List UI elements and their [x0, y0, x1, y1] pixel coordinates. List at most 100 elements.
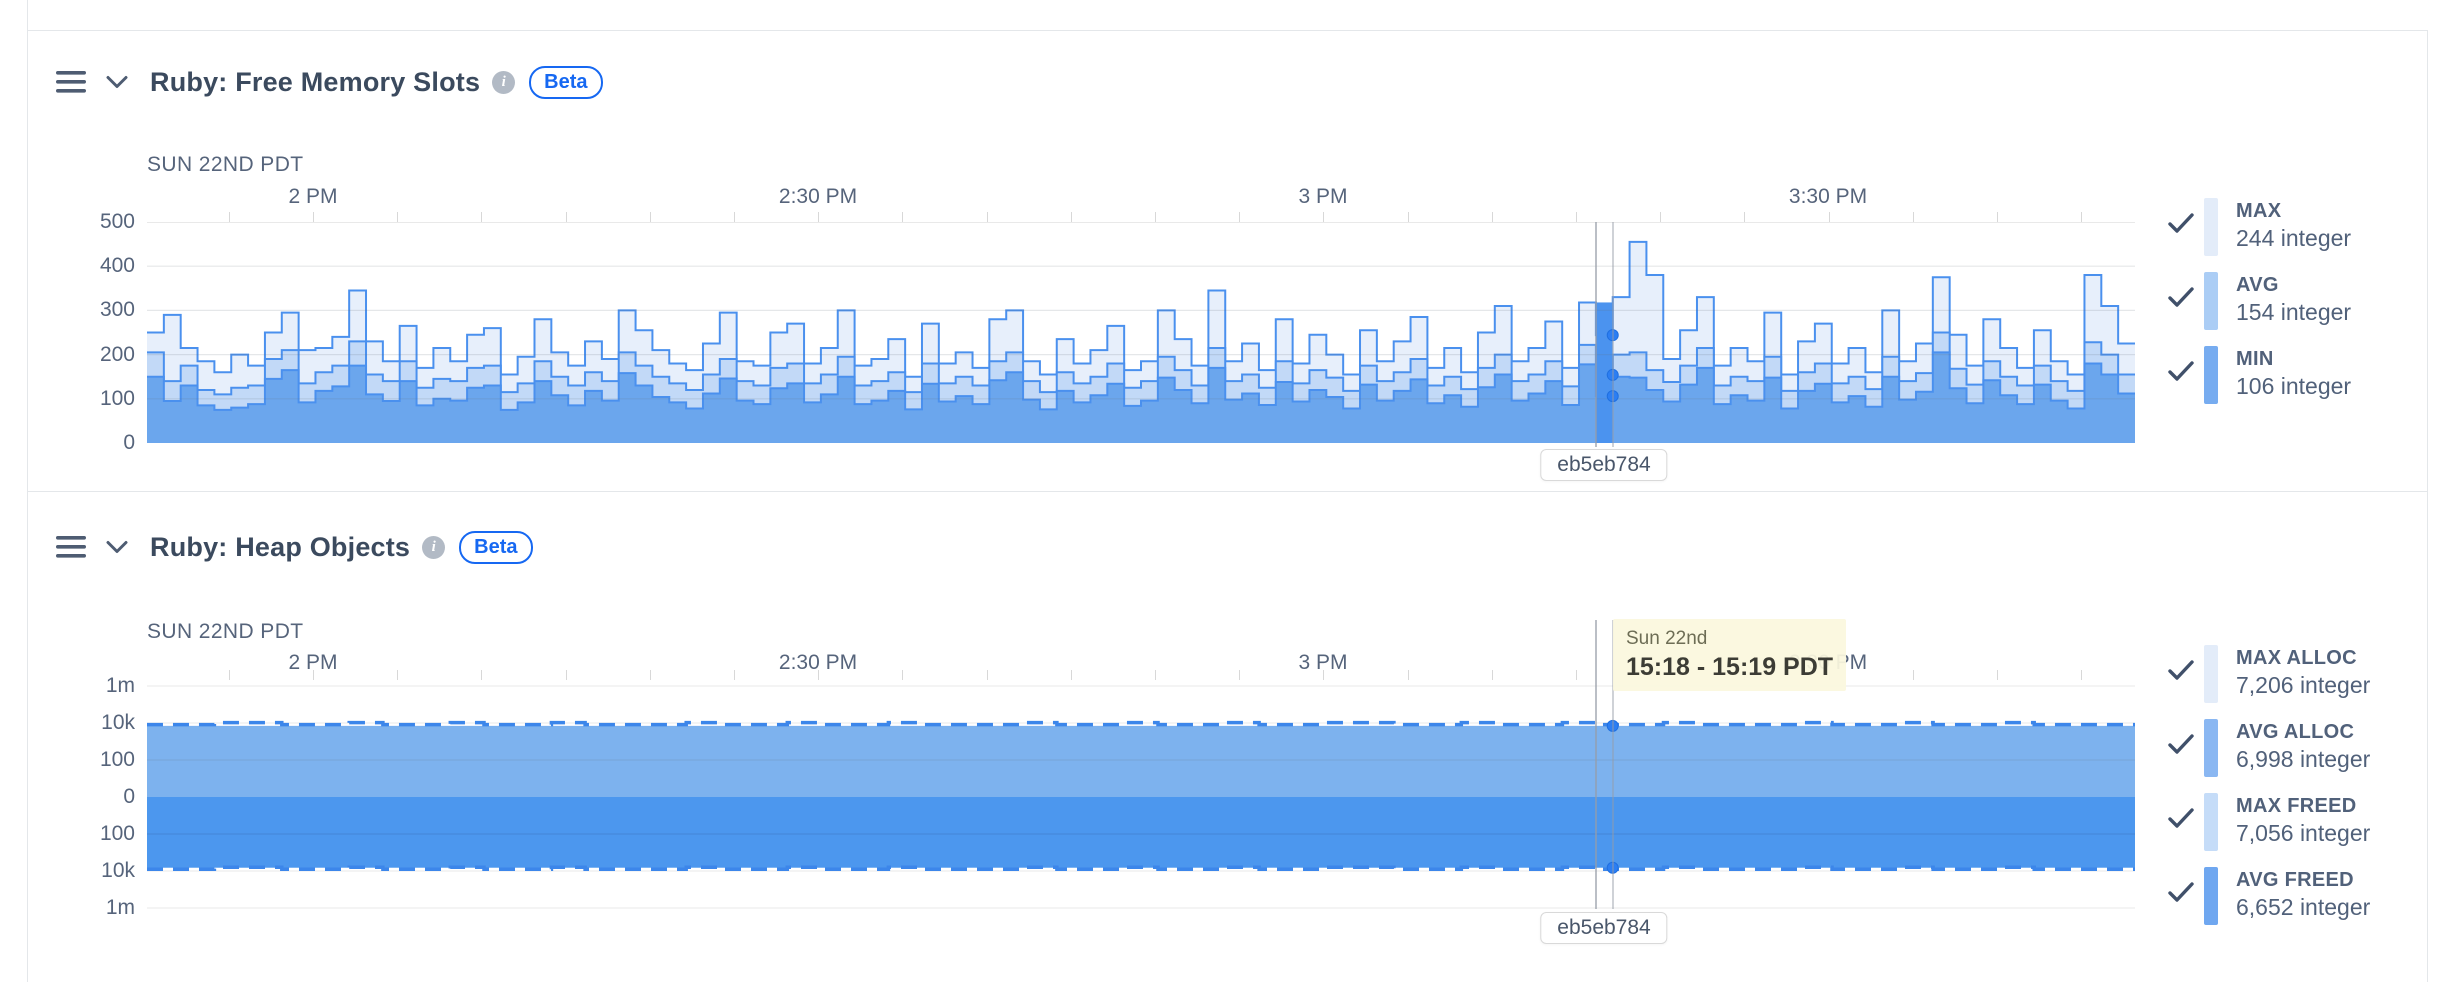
- axis-tick: [2081, 212, 2083, 222]
- y-axis-label: 10k: [101, 711, 135, 734]
- axis-tick: [1070, 212, 1072, 222]
- chart-title: Ruby: Heap Objects: [150, 531, 411, 562]
- axis-tick: [1491, 212, 1493, 222]
- axis-tick: [481, 670, 483, 680]
- legend-swatch: [2204, 346, 2218, 404]
- x-axis-label: 3 PM: [1298, 651, 1348, 674]
- crosshair-line: [1612, 620, 1614, 909]
- axis-tick: [397, 670, 399, 680]
- legend-item-max-alloc[interactable]: MAX ALLOC 7,206 integer: [2168, 645, 2370, 703]
- y-axis-label: 500: [99, 210, 135, 233]
- hover-dot: [1606, 390, 1619, 403]
- x-axis-label: 2:30 PM: [778, 651, 858, 674]
- beta-badge: Beta: [459, 530, 533, 564]
- axis-tick: [565, 670, 567, 680]
- drag-handle-icon[interactable]: [56, 534, 86, 560]
- legend-label: AVG FREED: [2236, 869, 2354, 891]
- time-range-tooltip: Sun 22nd 15:18 - 15:19 PDT: [1613, 619, 1847, 691]
- y-axis-label: 300: [99, 298, 135, 322]
- y-axis-label: 0: [123, 431, 135, 454]
- hover-dot: [1606, 368, 1619, 381]
- x-axis-label: 3:30 PM: [1788, 185, 1868, 208]
- legend-swatch: [2204, 272, 2218, 330]
- axis-tick: [313, 670, 314, 680]
- y-axis-label: 100: [99, 748, 135, 771]
- axis-tick: [1744, 212, 1746, 222]
- chart-panel-header-heap-objects: Ruby: Heap Objects i Beta: [56, 527, 533, 567]
- legend-value: 6,998 integer: [2236, 746, 2371, 772]
- check-icon: [2168, 361, 2194, 381]
- legend-swatch: [2204, 198, 2218, 256]
- axis-tick: [1912, 212, 1914, 222]
- chart-plot-heap-objects[interactable]: [145, 680, 2135, 909]
- crosshair-line: [1595, 620, 1597, 909]
- legend-label: AVG: [2236, 274, 2279, 296]
- crosshair-line: [1612, 222, 1614, 447]
- axis-tick: [565, 212, 567, 222]
- legend-label: MIN: [2236, 348, 2274, 370]
- axis-tick: [649, 212, 651, 222]
- info-icon[interactable]: i: [492, 70, 516, 94]
- legend-item-avg-freed[interactable]: AVG FREED 6,652 integer: [2168, 867, 2370, 925]
- legend-swatch: [2204, 867, 2218, 925]
- axis-tick: [734, 212, 735, 222]
- legend-item-avg-alloc[interactable]: AVG ALLOC 6,998 integer: [2168, 719, 2370, 777]
- axis-tick: [397, 212, 399, 222]
- beta-badge: Beta: [529, 65, 603, 99]
- drag-handle-icon[interactable]: [56, 69, 86, 95]
- legend-item-max[interactable]: MAX 244 integer: [2168, 198, 2351, 256]
- legend-label: AVG ALLOC: [2236, 721, 2355, 743]
- legend-item-min[interactable]: MIN 106 integer: [2168, 346, 2351, 404]
- axis-tick: [1070, 670, 1072, 680]
- y-axis-label: 1m: [105, 674, 135, 697]
- check-icon: [2168, 287, 2194, 307]
- check-icon: [2168, 734, 2194, 754]
- hover-dot: [1606, 861, 1619, 874]
- check-icon: [2168, 882, 2194, 902]
- legend-item-avg[interactable]: AVG 154 integer: [2168, 272, 2351, 330]
- y-axis-label: 100: [99, 386, 135, 410]
- chart-plot-free-memory[interactable]: [147, 222, 2135, 443]
- axis-tick: [313, 212, 314, 222]
- axis-tick: [818, 212, 820, 222]
- top-border: [27, 30, 2427, 31]
- release-tooltip: eb5eb784: [1540, 912, 1668, 944]
- axis-tick: [1239, 212, 1241, 222]
- y-axis-label: 400: [99, 254, 135, 278]
- x-axis-label: 3 PM: [1298, 185, 1348, 208]
- hover-dot: [1606, 329, 1619, 342]
- axis-tick: [1997, 212, 1998, 222]
- collapse-chevron-icon[interactable]: [106, 75, 128, 89]
- axis-tick: [2081, 670, 2083, 680]
- axis-tick: [986, 212, 988, 222]
- tooltip-time-range: 15:18 - 15:19 PDT: [1626, 653, 1834, 681]
- check-icon: [2168, 660, 2194, 680]
- axis-tick: [1912, 670, 1914, 680]
- legend-swatch: [2204, 645, 2218, 703]
- legend-label: MAX ALLOC: [2236, 647, 2357, 669]
- legend-item-max-freed[interactable]: MAX FREED 7,056 integer: [2168, 793, 2370, 851]
- crosshair-line: [1595, 222, 1597, 447]
- y-axis-label: 100: [99, 822, 135, 845]
- axis-tick: [1491, 670, 1493, 680]
- axis-tick: [1323, 670, 1325, 680]
- legend-swatch: [2204, 719, 2218, 777]
- x-axis-label: 2 PM: [288, 185, 338, 208]
- axis-tick: [818, 670, 820, 680]
- collapse-chevron-icon[interactable]: [106, 540, 128, 554]
- axis-tick: [1155, 670, 1156, 680]
- info-icon[interactable]: i: [422, 535, 446, 559]
- hover-dot: [1606, 719, 1619, 732]
- axis-tick: [734, 670, 735, 680]
- axis-tick: [986, 670, 988, 680]
- legend-value: 6,652 integer: [2236, 894, 2371, 920]
- release-tooltip: eb5eb784: [1540, 449, 1668, 481]
- chart-title: Ruby: Free Memory Slots: [150, 66, 481, 97]
- date-label: SUN 22ND PDT: [147, 153, 304, 176]
- axis-tick: [1828, 212, 1830, 222]
- check-icon: [2168, 808, 2194, 828]
- legend-value: 7,206 integer: [2236, 672, 2371, 698]
- axis-tick: [228, 670, 230, 680]
- axis-tick: [1323, 212, 1325, 222]
